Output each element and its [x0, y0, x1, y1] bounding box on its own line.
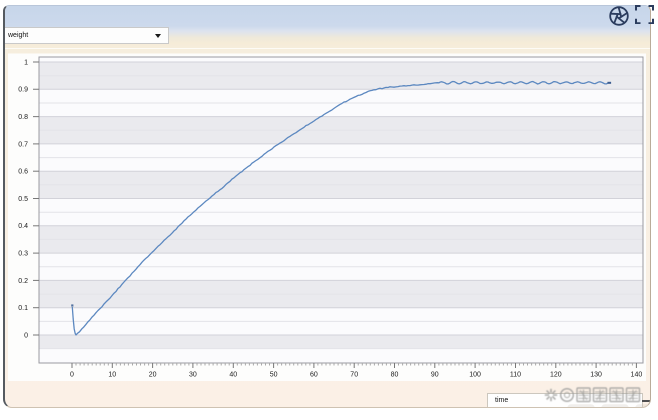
svg-text:0.6: 0.6: [18, 169, 28, 176]
svg-text:120: 120: [550, 372, 562, 379]
svg-text:40: 40: [229, 372, 237, 379]
svg-text:130: 130: [590, 372, 602, 379]
svg-text:0.9: 0.9: [18, 87, 28, 94]
svg-text:30: 30: [189, 372, 197, 379]
svg-text:110: 110: [510, 372, 521, 379]
svg-text:0: 0: [70, 372, 74, 379]
svg-text:100: 100: [469, 372, 481, 379]
svg-text:0.4: 0.4: [18, 223, 28, 230]
svg-text:80: 80: [391, 372, 399, 379]
svg-text:1: 1: [24, 59, 28, 66]
svg-text:0.2: 0.2: [18, 278, 28, 285]
svg-text:60: 60: [310, 372, 318, 379]
svg-text:0.3: 0.3: [18, 251, 28, 258]
svg-text:50: 50: [270, 372, 278, 379]
svg-text:140: 140: [631, 372, 643, 379]
svg-text:0.7: 0.7: [18, 141, 28, 148]
svg-text:90: 90: [431, 372, 439, 379]
svg-text:0: 0: [24, 332, 28, 339]
svg-text:20: 20: [149, 372, 157, 379]
svg-text:0.8: 0.8: [18, 114, 28, 121]
svg-text:70: 70: [350, 372, 358, 379]
svg-text:10: 10: [108, 372, 116, 379]
svg-text:0.1: 0.1: [18, 305, 28, 312]
svg-text:0.5: 0.5: [18, 196, 28, 203]
